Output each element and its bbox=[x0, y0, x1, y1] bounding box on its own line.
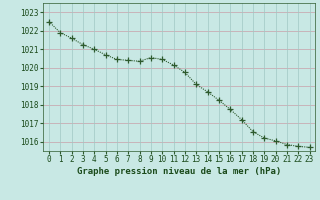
X-axis label: Graphe pression niveau de la mer (hPa): Graphe pression niveau de la mer (hPa) bbox=[77, 167, 281, 176]
